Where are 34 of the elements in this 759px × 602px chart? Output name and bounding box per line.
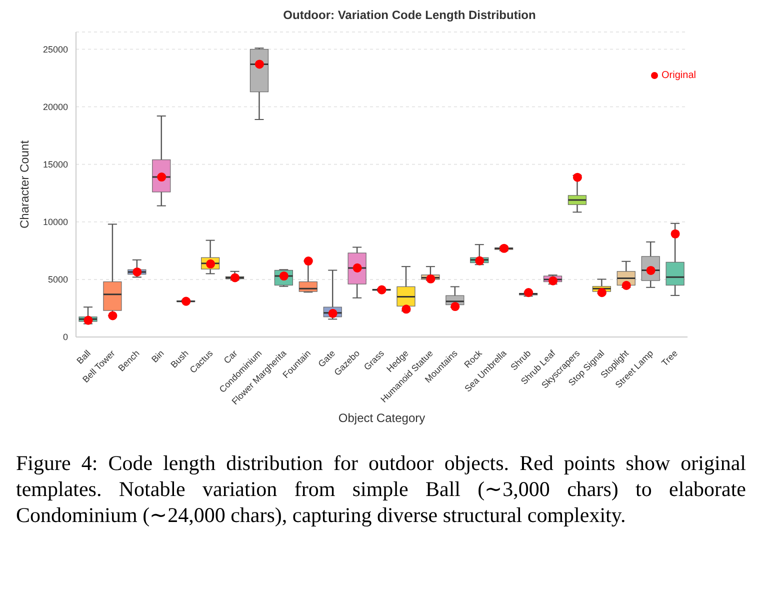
y-tick-label: 25000: [42, 44, 68, 54]
point: [304, 256, 313, 266]
y-tick-label: 20000: [42, 102, 68, 112]
x-tick-label: Bin: [150, 348, 166, 364]
point: [108, 311, 118, 320]
point: [426, 274, 436, 284]
point: [230, 273, 240, 282]
y-tick-label: 0: [62, 332, 68, 342]
point: [402, 304, 411, 314]
point: [524, 288, 534, 298]
point: [182, 296, 191, 306]
chart-title: Outdoor: Variation Code Length Distribution: [282, 8, 537, 22]
x-tick-label: Tree: [660, 348, 680, 368]
y-tick-label: 15000: [42, 160, 68, 170]
point: [597, 288, 606, 298]
point: [450, 302, 460, 312]
point: [622, 280, 631, 290]
point: [475, 256, 484, 266]
x-axis-title: Object Category: [338, 411, 426, 425]
caption: Figure 4: Code length distribution for outdoor objects. Red points show original templates. Notable variation from simple Ball (∼3,000 chars) to elaborate Condominium (∼24,000 chars), capturing diverse structural complexity.: [16, 450, 746, 528]
point: [254, 60, 264, 69]
point: [548, 276, 558, 286]
point: [500, 244, 509, 253]
point: [377, 285, 386, 294]
x-tick-label: Ball: [74, 348, 92, 366]
y-tick-label: 10000: [42, 217, 68, 228]
point: [132, 267, 142, 276]
y-tick-label: 5000: [48, 274, 68, 285]
legend-label: Original: [662, 70, 696, 81]
y-axis-title: Character Count: [17, 140, 32, 229]
x-tick-label: Gate: [316, 348, 338, 370]
point: [670, 229, 680, 238]
point: [572, 172, 582, 182]
point: [84, 316, 93, 325]
